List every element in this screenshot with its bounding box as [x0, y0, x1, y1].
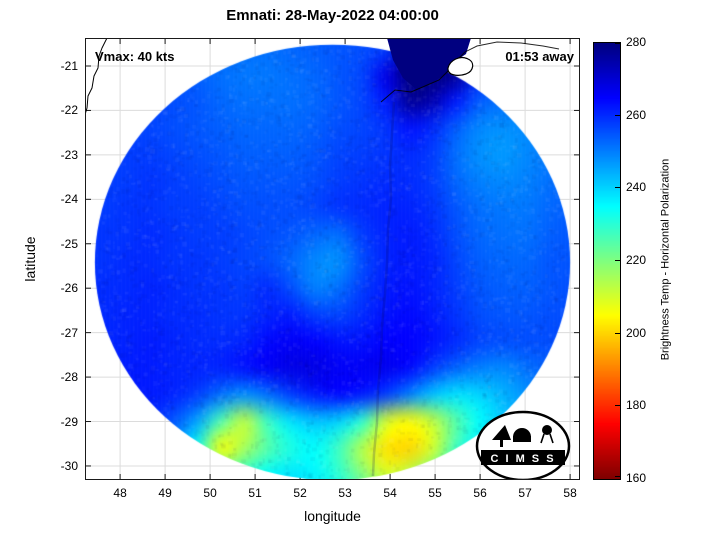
y-tick-label: -24	[60, 192, 78, 207]
colorbar-tick-mark	[615, 405, 620, 406]
dish-stand	[500, 438, 503, 447]
dome-base	[513, 436, 531, 442]
x-tick-label: 55	[428, 486, 442, 500]
colorbar-tick-mark	[615, 476, 620, 477]
colorbar-tick-mark	[615, 43, 620, 44]
colorbar-label: Brightness Temp - Horizontal Polarizatio…	[659, 158, 672, 361]
plot-area: C I M S S Vmax: 40 kts 01:53 away	[85, 38, 580, 480]
colorbar-tick-mark	[615, 115, 620, 116]
x-tick-label: 54	[383, 486, 397, 500]
brightness-temp-heatmap	[85, 38, 580, 480]
y-tick-label: -30	[60, 458, 78, 473]
logo-band	[481, 450, 565, 465]
colorbar-tick-label: 160	[626, 471, 647, 485]
x-tick-label: 53	[338, 486, 352, 500]
colorbar-tick-label: 260	[626, 107, 647, 122]
y-tick-label: -26	[60, 281, 78, 296]
colorbar-tick-label: 180	[626, 398, 647, 413]
colorbar-tick-label: 220	[626, 253, 647, 267]
colorbar-tick-mark	[615, 333, 620, 334]
cimss-logo: C I M S S	[475, 410, 571, 480]
coastline-madagascar	[85, 38, 108, 117]
x-tick-label: 49	[158, 486, 172, 500]
x-axis-label: longitude	[304, 508, 361, 524]
y-tick-label: -28	[60, 370, 78, 385]
tower-legs	[540, 433, 554, 444]
tower-icon	[542, 425, 552, 435]
logo-text: C I M S S	[490, 453, 555, 465]
y-tick-label: -27	[60, 325, 78, 340]
plot-title: Emnati: 28-May-2022 04:00:00	[226, 7, 439, 24]
y-tick-label: -21	[60, 58, 78, 73]
x-tick-label: 48	[113, 486, 127, 500]
vmax-annotation: Vmax: 40 kts	[95, 49, 175, 64]
island-reunion-outline	[447, 56, 474, 76]
colorbar-tick-label: 240	[626, 180, 647, 195]
map-overlay: C I M S S	[85, 38, 571, 480]
dome-icon	[513, 428, 531, 437]
x-tick-label: 50	[203, 486, 217, 500]
y-tick-label: -23	[60, 147, 78, 162]
y-tick-label: -25	[60, 236, 78, 251]
eta-annotation: 01:53 away	[505, 49, 574, 64]
x-tick-label: 58	[563, 486, 577, 500]
colorbar-tick-label: 200	[626, 325, 647, 340]
x-tick-label: 52	[293, 486, 307, 500]
colorbar-tick-label: 280	[626, 35, 647, 49]
y-tick-label: -29	[60, 414, 78, 429]
colorbar-tick-mark	[615, 187, 620, 188]
x-tick-label: 51	[248, 486, 262, 500]
x-tick-label: 56	[473, 486, 487, 500]
logo-circle	[475, 410, 571, 480]
scan-seam-line	[371, 101, 396, 477]
x-tick-label: 57	[518, 486, 532, 500]
colorbar-tick-mark	[615, 260, 620, 261]
y-tick-label: -22	[60, 103, 78, 118]
dish-icon	[492, 425, 511, 440]
swath-extra-data-wedge	[387, 38, 471, 90]
colorbar	[593, 42, 621, 480]
